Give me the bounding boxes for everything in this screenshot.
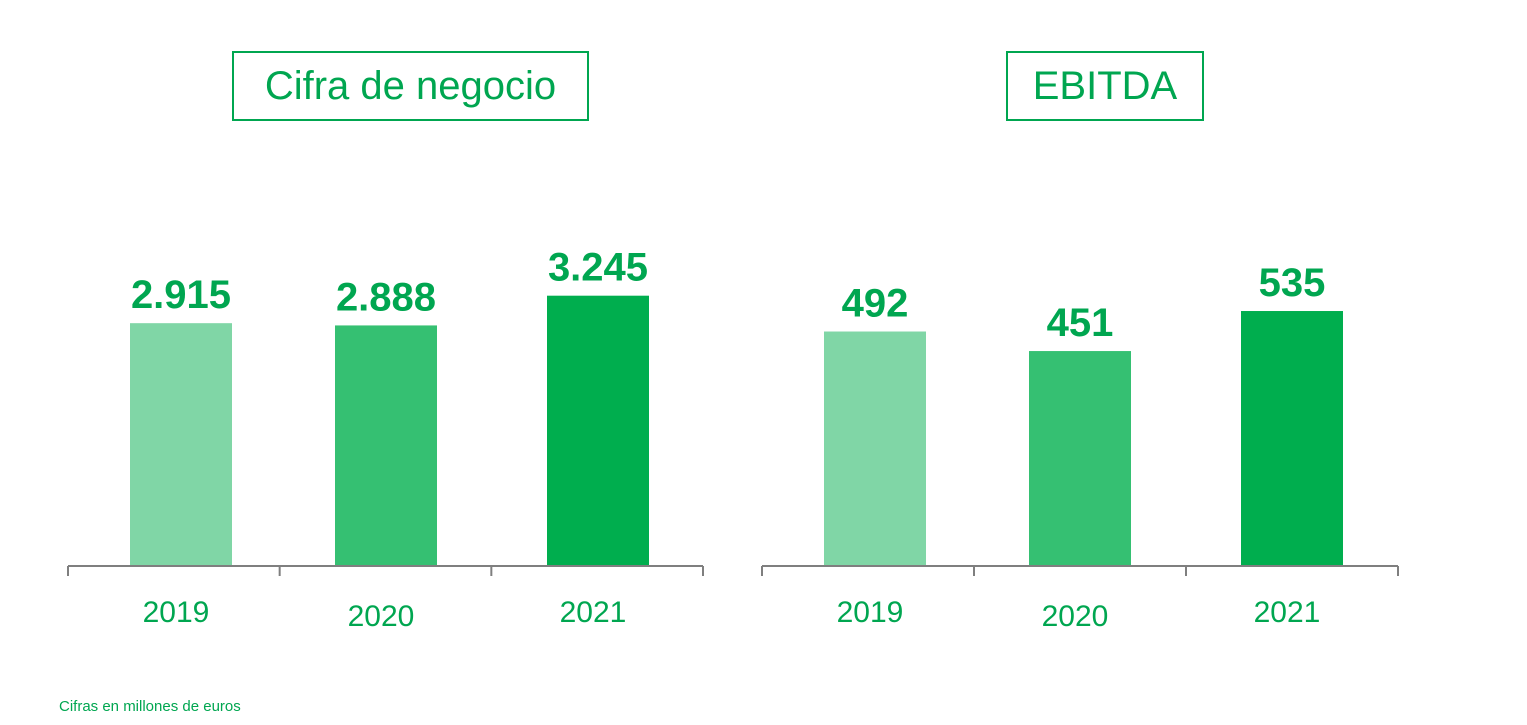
x-tick-label-2019: 2019 — [837, 596, 904, 629]
x-tick-label-2020: 2020 — [348, 600, 415, 633]
x-tick-label-2020: 2020 — [1042, 600, 1109, 633]
data-label-2019: 2.915 — [131, 273, 231, 317]
data-label-2020: 451 — [1047, 301, 1114, 345]
x-tick-label-2019: 2019 — [143, 596, 210, 629]
bar-2021 — [547, 295, 649, 566]
chart-title-cifra-de-negocio: Cifra de negocio — [232, 51, 589, 121]
bar-2020 — [1029, 351, 1131, 566]
bar-2020 — [335, 325, 437, 566]
x-tick-label-2021: 2021 — [1254, 596, 1321, 629]
data-label-2021: 535 — [1259, 261, 1326, 305]
bar-2021 — [1241, 311, 1343, 566]
footnote: Cifras en millones de euros — [59, 698, 241, 715]
data-label-2019: 492 — [842, 282, 909, 326]
bar-2019 — [824, 331, 926, 566]
bar-2019 — [130, 323, 232, 566]
data-label-2020: 2.888 — [336, 275, 436, 319]
x-tick-label-2021: 2021 — [560, 596, 627, 629]
data-label-2021: 3.245 — [548, 246, 648, 290]
chart-title-ebitda: EBITDA — [1006, 51, 1204, 121]
